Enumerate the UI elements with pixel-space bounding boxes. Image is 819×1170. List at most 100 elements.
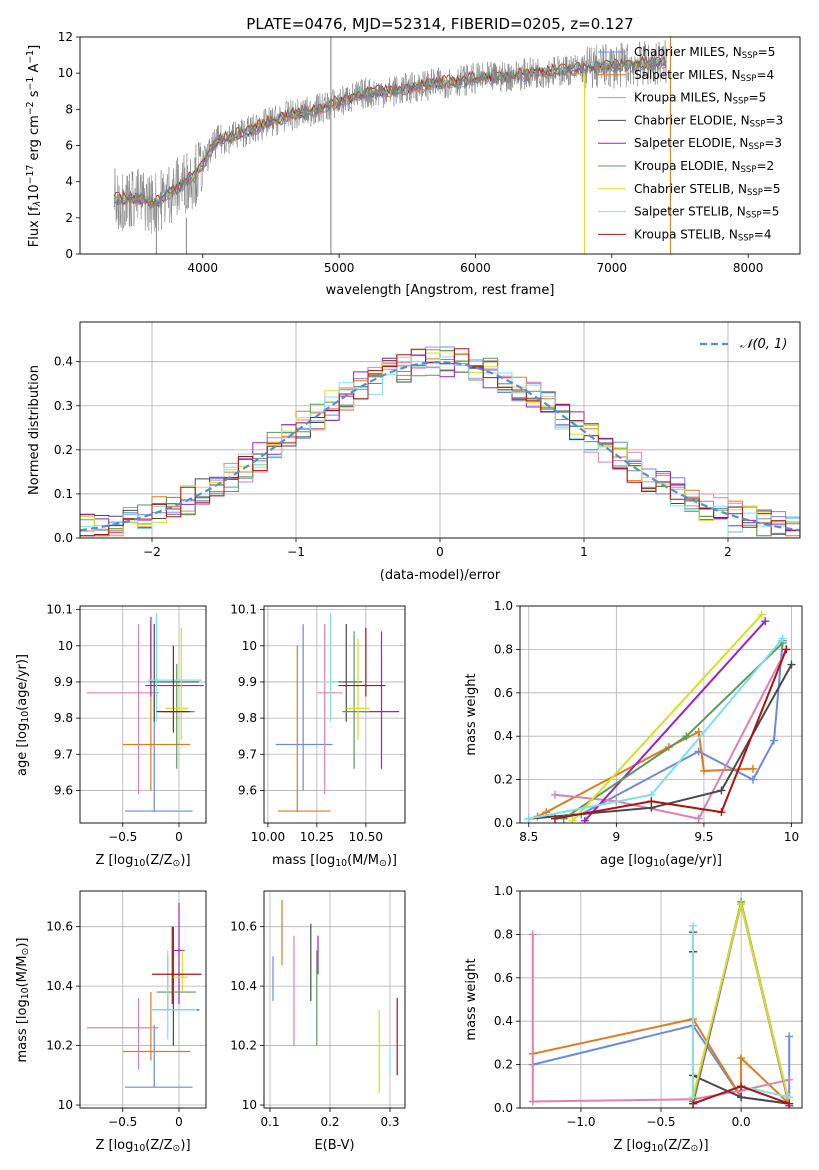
- y-tick-label: 9.8: [54, 711, 73, 725]
- legend-label: Chabrier MILES, NSSP=5: [634, 45, 775, 61]
- y-tick-label: 10.4: [230, 979, 257, 993]
- y-axis-label-part: ⊙: [20, 948, 31, 956]
- mass-weight-marker: [694, 727, 703, 736]
- x-axis-label-part: )]: [698, 1138, 708, 1153]
- x-tick-label: 10: [784, 830, 799, 844]
- x-axis-label-part: (Z/Z: [663, 1138, 690, 1153]
- x-tick-label: 1: [580, 545, 588, 559]
- x-tick-label: 6000: [460, 261, 491, 275]
- y-tick-label: 10: [58, 639, 73, 653]
- legend-value: =5: [749, 91, 767, 105]
- x-axis-label: Z [log10(Z/Z⊙)]: [95, 1138, 190, 1154]
- residual-histogram-step: [80, 348, 800, 537]
- mass-weight-line: [554, 649, 788, 820]
- y-tick-label: 0.6: [494, 686, 513, 700]
- mass-weight-marker: [682, 732, 691, 741]
- y-axis-label-part: (age/yr)]: [15, 654, 30, 711]
- y-tick-label: 12: [58, 30, 73, 44]
- y-tick-label: 10.2: [230, 1039, 257, 1053]
- mass-weight-marker: [689, 1099, 698, 1108]
- mass-weight-marker: [699, 766, 708, 775]
- x-tick-label: 0: [175, 830, 183, 844]
- x-tick-label: 0.2: [320, 1115, 339, 1129]
- y-axis-label: age [log10(age/yr)]: [15, 654, 31, 776]
- x-axis-label-part: (Z/Z: [145, 1138, 172, 1153]
- x-axis-label-part: Z [log: [95, 1138, 133, 1153]
- x-axis-label-part: 10: [133, 858, 145, 869]
- y-tick-label: 10.6: [46, 920, 73, 934]
- mass-weight-marker: [528, 930, 537, 939]
- y-axis-label-part: λ: [32, 201, 43, 208]
- y-tick-label: 10: [242, 1098, 257, 1112]
- x-axis-label-part: age [log: [600, 853, 653, 868]
- mass-weight-line: [563, 642, 784, 820]
- mass-weight-marker: [559, 814, 568, 823]
- axis-ticks: −0.5 0 10 10.2 10.4 10.6: [46, 920, 183, 1129]
- plot-area: [80, 322, 800, 538]
- x-axis-label: age [log10(age/yr)]: [600, 853, 722, 869]
- y-tick-label: 0.8: [494, 927, 513, 941]
- mass-weight-marker: [737, 1054, 746, 1063]
- y-tick-label: 4: [65, 175, 73, 189]
- x-tick-label: 0: [175, 1115, 183, 1129]
- mass-weight-marker: [785, 1099, 794, 1108]
- axis-ticks: −0.5 0 9.6 9.7 9.8 9.9 10 10.1: [46, 603, 183, 844]
- x-tick-label: −2: [143, 545, 161, 559]
- y-tick-label: 0.4: [494, 1014, 513, 1028]
- figure-title: PLATE=0476, MJD=52314, FIBERID=0205, z=0…: [246, 15, 633, 33]
- residual-legend: 𝒩(0, 1): [700, 337, 787, 352]
- legend-name: Salpeter STELIB, N: [634, 205, 746, 219]
- legend-sub: SSP: [741, 165, 757, 175]
- chart-massweight_vs_Z: −1.0 −0.5 0.0 0.0 0.2 0.4 0.6 0.8 1.0 Z [log10(Z/…: [464, 884, 803, 1154]
- mass-weight-marker: [524, 814, 533, 823]
- axes-frame: [79, 890, 207, 1109]
- x-axis-label: E(B-V): [314, 1138, 354, 1153]
- y-tick-label: 0.1: [54, 487, 73, 501]
- normal-distribution-curve: [80, 360, 800, 532]
- y-tick-label: 9.9: [238, 675, 257, 689]
- x-tick-label: 5000: [324, 261, 355, 275]
- x-tick-label: −1: [287, 545, 305, 559]
- axes-frame: [519, 890, 803, 1109]
- legend-value: =5: [762, 205, 780, 219]
- mass-weight-marker: [769, 736, 778, 745]
- mass-weight-marker: [694, 814, 703, 823]
- x-tick-label: −0.5: [646, 1115, 675, 1129]
- y-tick-label: 1.0: [494, 884, 513, 898]
- mass-weight-marker: [551, 814, 560, 823]
- y-tick-label: 10: [58, 1098, 73, 1112]
- x-axis-label-part: )]: [180, 853, 190, 868]
- legend-value: =5: [763, 182, 781, 196]
- y-tick-label: 9.6: [54, 783, 73, 797]
- x-tick-label: 0.0: [732, 1115, 751, 1129]
- legend-value: =5: [758, 45, 776, 59]
- axis-ticks: 8.5 9 9.5 10 0.0 0.2 0.4 0.6 0.8 1.0: [494, 599, 799, 844]
- legend-label: Kroupa MILES, NSSP=5: [634, 91, 766, 107]
- legend-sub: SSP: [733, 97, 749, 107]
- y-tick-label: 10.1: [230, 603, 257, 617]
- y-axis-label-part: A: [27, 64, 42, 77]
- legend-value: =3: [766, 113, 784, 127]
- y-axis-label-part: erg cm: [27, 115, 42, 164]
- y-axis-label-part: (M/M: [15, 956, 30, 988]
- x-axis-label: (data-model)/error: [380, 568, 501, 583]
- y-tick-label: 9.8: [238, 711, 257, 725]
- y-tick-label: 2: [65, 211, 73, 225]
- x-axis-label: Z [log10(Z/Z⊙)]: [613, 1138, 708, 1154]
- y-tick-label: 8: [65, 102, 73, 116]
- observed-spectrum-line: [113, 40, 667, 234]
- x-tick-label: 9.5: [694, 830, 713, 844]
- plot-area: [113, 37, 671, 254]
- x-axis-label: Z [log10(Z/Z⊙)]: [95, 853, 190, 869]
- y-tick-label: 0.6: [494, 971, 513, 985]
- mass-weight-marker: [761, 617, 770, 626]
- x-axis-label-part: (age/yr)]: [665, 853, 722, 868]
- legend-name: Kroupa STELIB, N: [634, 227, 738, 241]
- legend-name: Salpeter MILES, N: [634, 68, 741, 82]
- y-axis-label: mass weight: [464, 958, 479, 1040]
- legend-name: Chabrier STELIB, N: [634, 182, 747, 196]
- legend-name: Kroupa ELODIE, N: [634, 159, 741, 173]
- legend-label: Salpeter MILES, NSSP=4: [634, 68, 774, 84]
- y-tick-label: 10.6: [230, 920, 257, 934]
